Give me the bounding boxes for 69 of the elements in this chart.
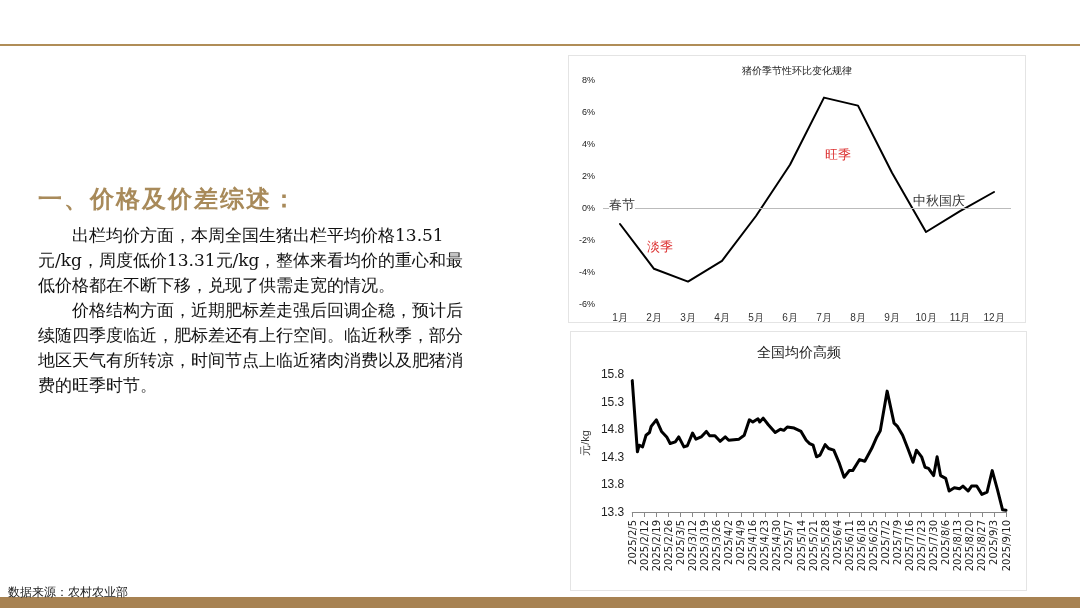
y-tick-label: 14.8: [600, 422, 625, 437]
x-tick-label: 2025/2/12: [638, 520, 650, 572]
x-tick-label: 9月: [884, 311, 900, 323]
x-tick-label: 3月: [680, 311, 696, 323]
x-tick-label: 10月: [915, 311, 937, 323]
x-tick-label: 2025/9/3: [988, 520, 1000, 565]
x-tick-label: 2025/8/13: [952, 520, 964, 572]
y-tick-label: -6%: [578, 299, 595, 309]
x-tick-label: 2025/2/19: [650, 520, 662, 572]
annotation: 淡季: [647, 239, 673, 254]
x-tick-label: 2025/7/2: [879, 520, 891, 565]
y-tick-label: -2%: [578, 235, 595, 245]
x-tick-label: 2025/7/9: [891, 520, 903, 565]
x-tick-label: 2025/7/16: [904, 520, 916, 572]
x-tick-label: 2025/7/23: [916, 520, 928, 572]
annotation: 中秋国庆: [913, 193, 965, 208]
x-tick-label: 2025/3/26: [711, 520, 723, 572]
x-tick-label: 2025/7/30: [928, 520, 940, 572]
chart-title: 猪价季节性环比变化规律: [742, 64, 852, 76]
x-tick-label: 2025/6/4: [831, 520, 843, 565]
annotation: 旺季: [825, 147, 851, 162]
x-tick-label: 12月: [983, 311, 1005, 323]
y-tick-label: 0%: [581, 203, 595, 213]
x-tick-label: 2025/5/14: [795, 520, 807, 572]
x-tick-label: 2025/2/5: [626, 520, 638, 565]
x-tick-label: 2月: [646, 311, 662, 323]
x-tick-label: 2025/8/6: [940, 520, 952, 565]
y-tick-label: 15.8: [600, 367, 625, 381]
y-tick-label: -4%: [578, 267, 595, 277]
y-tick-label: 6%: [581, 107, 595, 117]
text: 一、价格及价差综述：: [38, 183, 298, 215]
x-tick-label: 2025/6/25: [867, 520, 879, 572]
y-tick-label: 8%: [581, 75, 595, 85]
x-tick-label: 2025/5/28: [819, 520, 831, 572]
text: 出栏均价方面，本周全国生猪出栏平均价格13.51元/kg，周度低价13.31元/kg，整体来看均价的重心和最低价格都在不断下移，兑现了供需走宽的情况。: [38, 224, 465, 297]
text: 价格结构方面，近期肥标差走强后回调企稳，预计后续随四季度临近，肥标差还有上行空间。临近秋季，部分地区天气有所转凉，时间节点上临近猪肉消费以及肥猪消费的旺季时节。: [38, 299, 464, 397]
y-tick-label: 13.3: [600, 505, 625, 519]
x-tick-label: 2025/4/23: [759, 520, 771, 572]
x-tick-label: 2025/4/16: [747, 520, 759, 572]
y-tick-label: 13.8: [600, 477, 625, 492]
x-tick-label: 2025/3/12: [687, 520, 699, 572]
x-tick-label: 2025/8/20: [964, 520, 976, 572]
y-tick-label: 4%: [581, 139, 595, 149]
x-tick-label: 2025/4/30: [771, 520, 783, 572]
x-tick-label: 2025/6/18: [855, 520, 867, 572]
x-tick-label: 5月: [748, 311, 764, 323]
y-tick-label: 2%: [581, 171, 595, 181]
chart-title: 全国均价高频: [756, 344, 841, 360]
y-tick-label: 14.3: [600, 449, 625, 464]
x-tick-label: 2025/4/9: [735, 520, 747, 565]
x-tick-label: 2025/3/5: [674, 520, 686, 565]
x-tick-label: 2025/2/26: [662, 520, 674, 572]
x-tick-label: 2025/4/2: [723, 520, 735, 565]
x-tick-label: 2025/5/21: [807, 520, 819, 572]
x-tick-label: 4月: [714, 311, 730, 323]
source-note: 数据来源：农村农业部: [8, 584, 128, 601]
x-tick-label: 2025/8/27: [976, 520, 988, 572]
x-tick-label: 2025/5/7: [783, 520, 795, 565]
x-tick-label: 1月: [612, 311, 628, 323]
x-tick-label: 2025/6/11: [843, 520, 855, 572]
x-tick-label: 2025/3/19: [699, 520, 711, 572]
x-tick-label: 6月: [782, 311, 798, 323]
x-tick-label: 8月: [850, 311, 866, 323]
annotation: 春节: [609, 197, 635, 212]
x-tick-label: 11月: [949, 311, 971, 323]
y-tick-label: 15.3: [600, 394, 625, 409]
x-tick-label: 2025/9/10: [1000, 520, 1012, 572]
y-axis-title: 元/kg: [578, 430, 591, 456]
x-tick-label: 7月: [816, 311, 832, 323]
